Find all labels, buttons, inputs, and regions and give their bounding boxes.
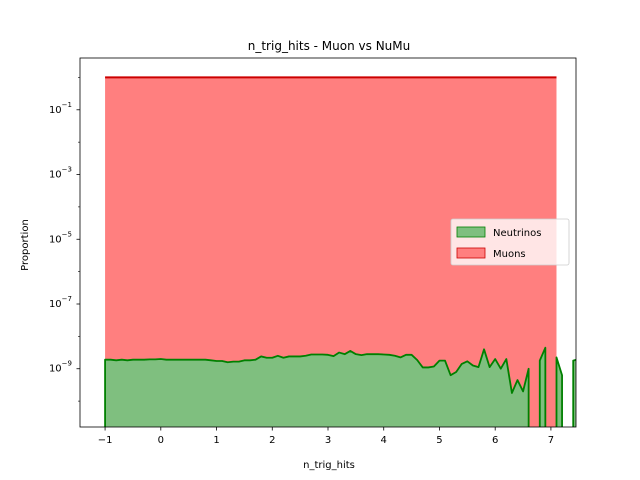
legend-label-muons: Muons xyxy=(493,249,526,260)
x-tick-label: 7 xyxy=(548,435,554,446)
axes: −1 0 1 2 3 4 5 6 7 10−9 10−7 10−5 10−3 10−1 xyxy=(49,57,577,446)
neutrinos-line-segment xyxy=(555,356,563,427)
neutrinos-line-segment xyxy=(104,348,530,427)
legend: Neutrinos Muons xyxy=(450,218,570,266)
x-tick-label: 3 xyxy=(325,435,331,446)
neutrinos-line-segment xyxy=(538,346,547,427)
neutrinos-area-segment xyxy=(539,347,546,427)
y-tick-label: 10−3 xyxy=(49,166,72,181)
neutrinos-area-segment xyxy=(105,349,529,427)
y-tick-label: 10−9 xyxy=(49,360,72,375)
neutrinos-area-segment xyxy=(556,357,563,427)
legend-label-neutrinos: Neutrinos xyxy=(493,228,541,239)
x-tick-label: 6 xyxy=(492,435,498,446)
neutrinos-line-segment xyxy=(572,358,576,427)
y-tick-label: 10−7 xyxy=(49,295,72,310)
x-tick-label: −1 xyxy=(98,435,113,446)
y-axis-label: Proportion xyxy=(20,219,31,271)
x-tick-label: 0 xyxy=(158,435,164,446)
x-axis-label: n_trig_hits xyxy=(303,460,355,471)
x-tick-label: 1 xyxy=(213,435,219,446)
x-tick-label: 4 xyxy=(381,435,387,446)
x-tick-label: 2 xyxy=(269,435,275,446)
legend-swatch-muons xyxy=(456,247,486,259)
legend-swatch-neutrinos xyxy=(456,226,486,238)
chart-title: n_trig_hits - Muon vs NuMu xyxy=(248,39,410,53)
y-tick-label: 10−1 xyxy=(49,101,72,116)
x-tick-label: 5 xyxy=(436,435,442,446)
y-tick-label: 10−5 xyxy=(49,230,72,245)
